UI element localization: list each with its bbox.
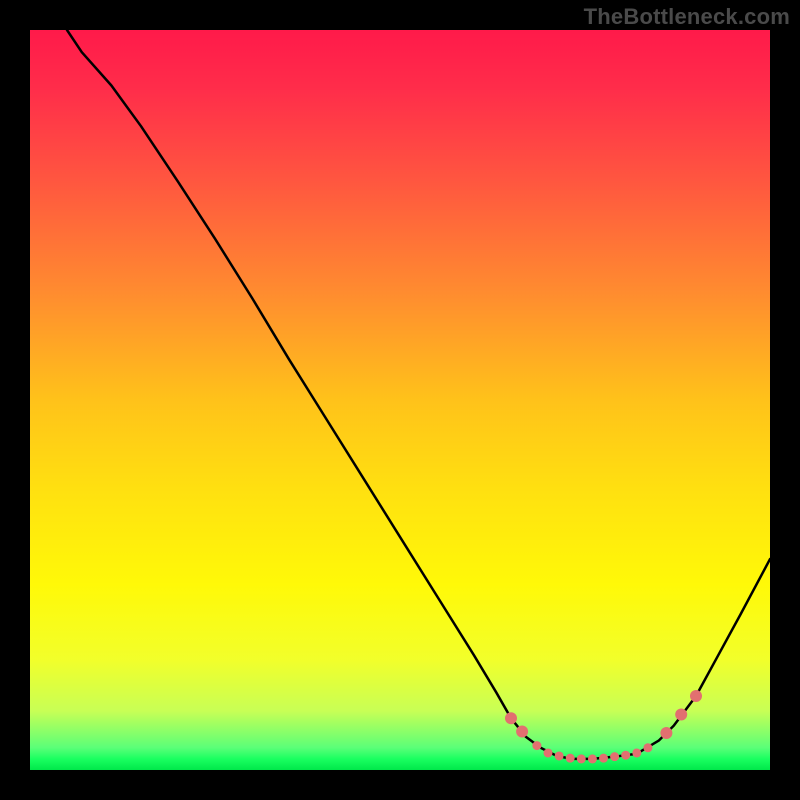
marker-point	[566, 754, 575, 763]
watermark-text: TheBottleneck.com	[584, 4, 790, 30]
marker-point	[577, 754, 586, 763]
marker-point	[516, 726, 528, 738]
chart-container: TheBottleneck.com	[0, 0, 800, 800]
marker-point	[660, 727, 672, 739]
marker-point	[675, 709, 687, 721]
marker-point	[690, 690, 702, 702]
chart-overlay	[30, 30, 770, 770]
marker-point	[555, 751, 564, 760]
marker-point	[643, 743, 652, 752]
marker-point	[610, 752, 619, 761]
marker-point	[544, 748, 553, 757]
plot-area	[30, 30, 770, 770]
marker-point	[621, 751, 630, 760]
marker-point	[505, 712, 517, 724]
bottleneck-curve	[67, 30, 770, 759]
marker-point	[632, 748, 641, 757]
marker-point	[599, 754, 608, 763]
marker-point	[532, 741, 541, 750]
marker-point	[588, 754, 597, 763]
